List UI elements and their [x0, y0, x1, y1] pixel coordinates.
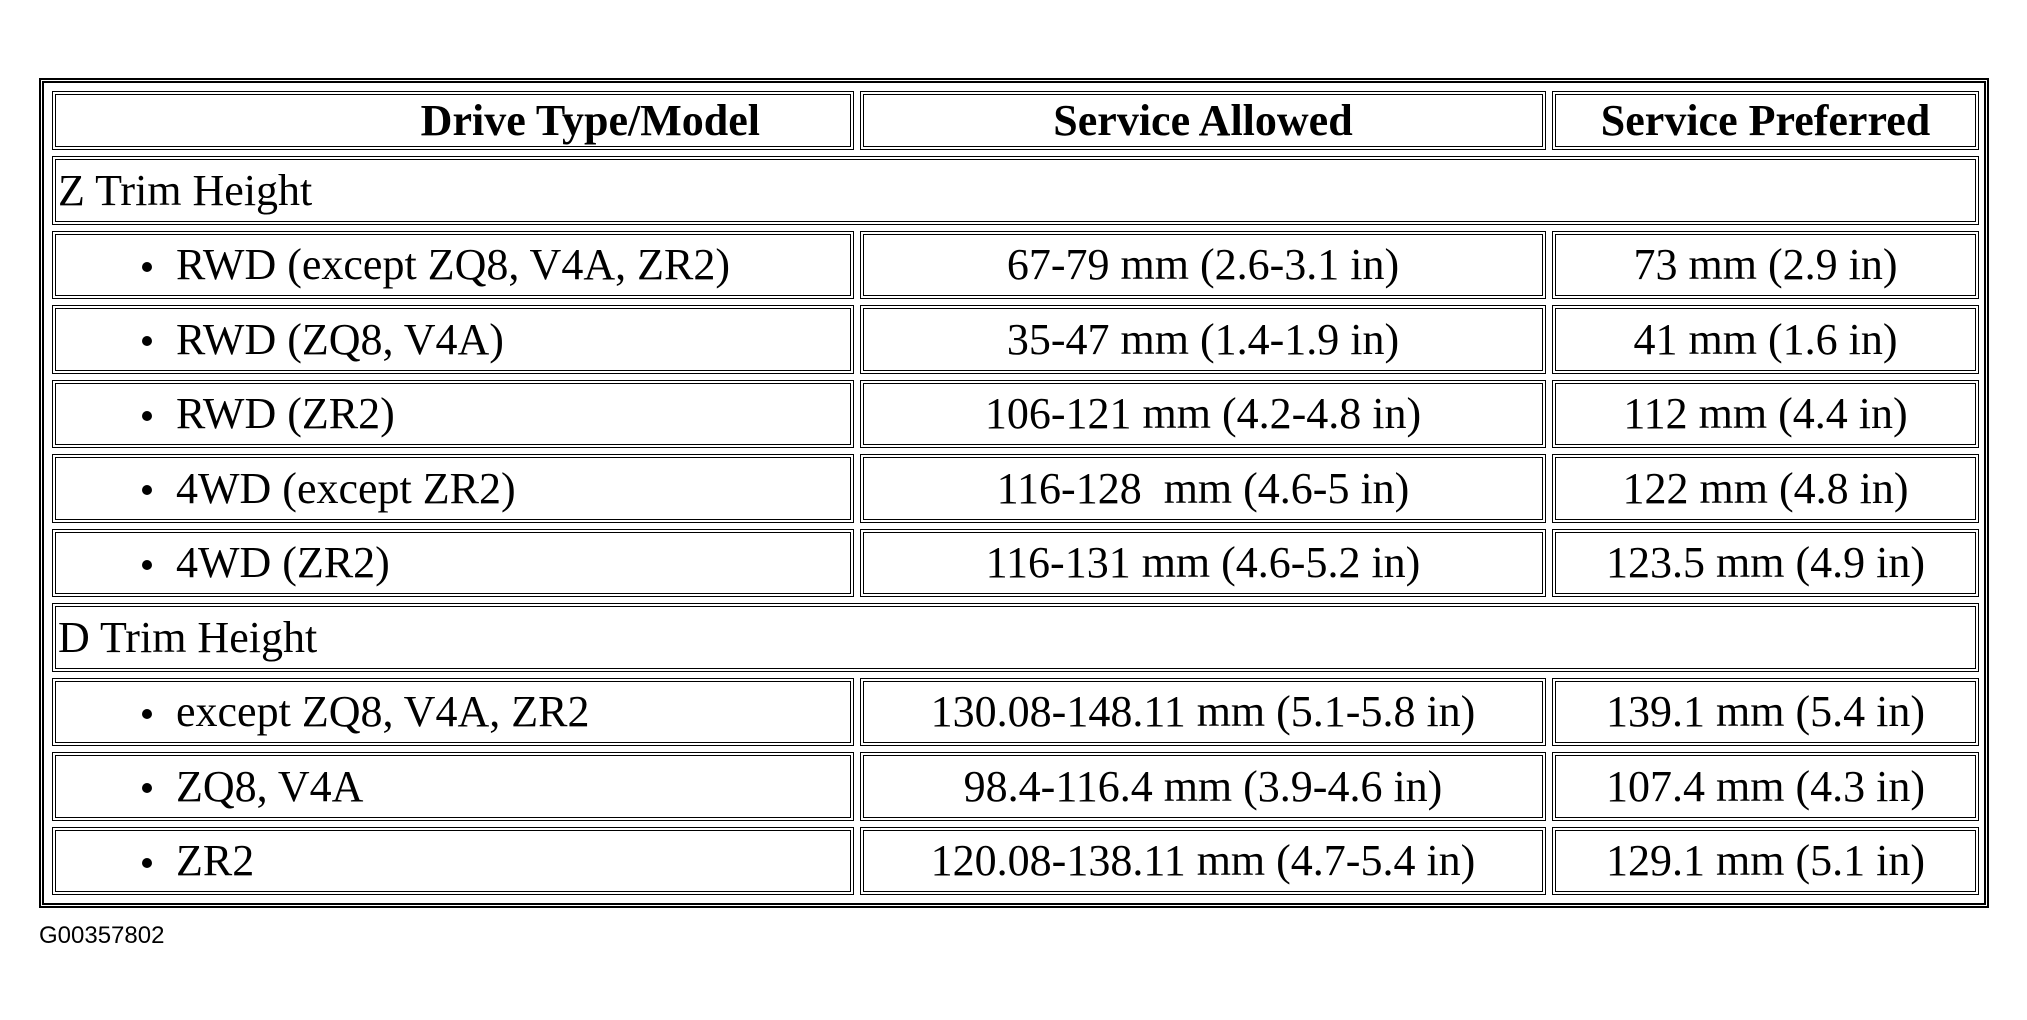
- column-header: Service Allowed: [860, 91, 1546, 150]
- cell: 98.4-116.4 mm (3.9-4.6 in): [860, 752, 1546, 821]
- data-row: RWD (except ZQ8, V4A, ZR2) 67-79 mm (2.6-…: [52, 230, 1979, 299]
- model-label: RWD (ZQ8, V4A): [176, 314, 504, 364]
- model-label: 4WD (except ZR2): [176, 463, 516, 513]
- data-row: RWD (ZQ8, V4A) 35-47 mm (1.4-1.9 in) 41 mm…: [52, 305, 1979, 374]
- header-row: Drive Type/Model Service Allowed Service P…: [52, 91, 1979, 150]
- model-label: except ZQ8, V4A, ZR2: [176, 687, 590, 737]
- data-row: except ZQ8, V4A, ZR2 130.08-148.11 mm (5.…: [52, 677, 1979, 746]
- data-row: ZQ8, V4A 98.4-116.4 mm (3.9-4.6 in) 107.4 …: [52, 752, 1979, 821]
- data-row: 4WD (except ZR2) 116-128 mm (4.6-5 in) 122…: [52, 454, 1979, 523]
- data-row: 4WD (ZR2) 116-131 mm (4.6-5.2 in) 123.5 mm…: [52, 528, 1979, 597]
- cell: RWD (ZQ8, V4A): [52, 305, 854, 374]
- cell: 120.08-138.11 mm (4.7-5.4 in): [860, 826, 1546, 895]
- cell: 35-47 mm (1.4-1.9 in): [860, 305, 1546, 374]
- group-row: Z Trim Height: [52, 156, 1979, 225]
- cell: 41 mm (1.6 in): [1552, 305, 1979, 374]
- group-row: D Trim Height: [52, 603, 1979, 672]
- table-body: Z Trim Height RWD (except ZQ8, V4A, ZR2) 6…: [52, 156, 1979, 895]
- cell: RWD (ZR2): [52, 379, 854, 448]
- model-label: 4WD (ZR2): [176, 538, 390, 588]
- cell: 73 mm (2.9 in): [1552, 230, 1979, 299]
- cell: 4WD (ZR2): [52, 528, 854, 597]
- cell: ZQ8, V4A: [52, 752, 854, 821]
- cell: 122 mm (4.8 in): [1552, 454, 1979, 523]
- cell: 107.4 mm (4.3 in): [1552, 752, 1979, 821]
- group-label: Z Trim Height: [52, 156, 1979, 225]
- spec-table: Drive Type/Model Service Allowed Service P…: [46, 85, 1985, 901]
- model-label: ZR2: [176, 836, 255, 886]
- cell: 106-121 mm (4.2-4.8 in): [860, 379, 1546, 448]
- cell: 112 mm (4.4 in): [1552, 379, 1979, 448]
- cell: except ZQ8, V4A, ZR2: [52, 677, 854, 746]
- cell: 67-79 mm (2.6-3.1 in): [860, 230, 1546, 299]
- cell: 129.1 mm (5.1 in): [1552, 826, 1979, 895]
- table-frame: Drive Type/Model Service Allowed Service P…: [39, 78, 1989, 908]
- cell: ZR2: [52, 826, 854, 895]
- cell: 123.5 mm (4.9 in): [1552, 528, 1979, 597]
- cell: RWD (except ZQ8, V4A, ZR2): [52, 230, 854, 299]
- cell: 130.08-148.11 mm (5.1-5.8 in): [860, 677, 1546, 746]
- group-label: D Trim Height: [52, 603, 1979, 672]
- model-label: RWD (ZR2): [176, 389, 395, 439]
- column-header: Drive Type/Model: [52, 91, 854, 150]
- cell: 116-128 mm (4.6-5 in): [860, 454, 1546, 523]
- data-row: ZR2 120.08-138.11 mm (4.7-5.4 in) 129.1 mm…: [52, 826, 1979, 895]
- cell: 4WD (except ZR2): [52, 454, 854, 523]
- cell: 139.1 mm (5.4 in): [1552, 677, 1979, 746]
- model-label: RWD (except ZQ8, V4A, ZR2): [176, 240, 730, 290]
- figure-id: G00357802: [39, 922, 165, 949]
- column-header: Service Preferred: [1552, 91, 1979, 150]
- cell: 116-131 mm (4.6-5.2 in): [860, 528, 1546, 597]
- model-label: ZQ8, V4A: [176, 761, 364, 811]
- data-row: RWD (ZR2) 106-121 mm (4.2-4.8 in) 112 mm (…: [52, 379, 1979, 448]
